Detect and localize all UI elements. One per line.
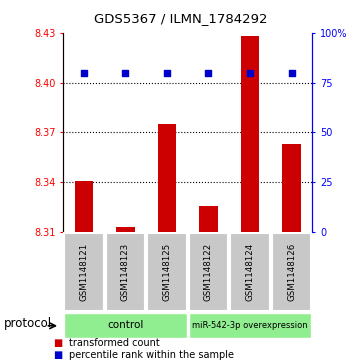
Point [164, 70, 170, 76]
Bar [106, 233, 145, 311]
Text: GSM1148122: GSM1148122 [204, 243, 213, 301]
Text: GDS5367 / ILMN_1784292: GDS5367 / ILMN_1784292 [94, 12, 267, 25]
Text: GSM1148125: GSM1148125 [162, 243, 171, 301]
Text: protocol: protocol [4, 318, 52, 330]
Bar [230, 233, 270, 311]
Text: ■: ■ [53, 338, 62, 348]
Text: percentile rank within the sample: percentile rank within the sample [69, 350, 234, 360]
Text: control: control [107, 320, 144, 330]
Text: GSM1148121: GSM1148121 [79, 243, 88, 301]
Bar [64, 313, 187, 338]
Bar [189, 233, 228, 311]
Text: GSM1148124: GSM1148124 [245, 243, 255, 301]
Point [81, 70, 87, 76]
Text: transformed count: transformed count [69, 338, 159, 348]
Point [247, 70, 253, 76]
Bar [147, 233, 187, 311]
Text: GSM1148123: GSM1148123 [121, 243, 130, 301]
Bar [199, 206, 218, 232]
Bar [189, 313, 311, 338]
Bar [158, 124, 176, 232]
Bar [75, 181, 93, 232]
Bar [282, 144, 301, 232]
Point [122, 70, 129, 76]
Point [205, 70, 211, 76]
Bar [64, 233, 104, 311]
Point [288, 70, 294, 76]
Text: miR-542-3p overexpression: miR-542-3p overexpression [192, 321, 308, 330]
Text: ■: ■ [53, 350, 62, 360]
Bar [241, 36, 259, 232]
Text: GSM1148126: GSM1148126 [287, 243, 296, 301]
Bar [272, 233, 311, 311]
Bar [116, 227, 135, 232]
